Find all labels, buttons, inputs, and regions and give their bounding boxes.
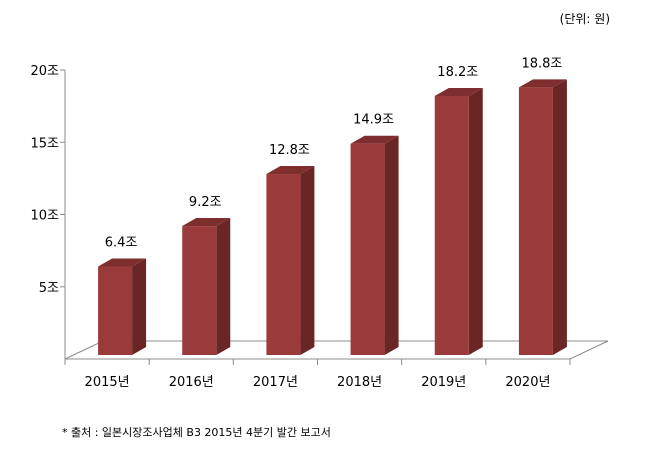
y-tick-label: 5조	[39, 281, 59, 296]
data-label: 14.9조	[353, 113, 394, 128]
x-tick-label: 2020년	[505, 375, 550, 390]
y-tick-label: 15조	[30, 136, 59, 151]
bar-top	[182, 218, 231, 227]
bar	[98, 266, 133, 355]
unit-label: (단위: 원)	[559, 12, 610, 26]
bar-side	[300, 166, 315, 355]
bar	[182, 226, 217, 355]
data-label: 6.4조	[105, 236, 138, 251]
bar-side	[468, 88, 483, 355]
x-tick-label: 2015년	[85, 375, 130, 390]
y-tick-label: 10조	[30, 209, 59, 224]
bar-side	[216, 218, 231, 355]
bar	[518, 87, 553, 355]
bar-top	[518, 79, 567, 88]
data-label: 12.8조	[269, 143, 310, 158]
bar-side	[132, 258, 147, 355]
bar	[350, 143, 385, 355]
bar-side	[552, 79, 567, 355]
bar-side	[384, 135, 399, 355]
bar-top	[98, 258, 147, 267]
bar	[266, 174, 301, 355]
x-tick-label: 2017년	[253, 375, 298, 390]
data-label: 18.8조	[521, 56, 562, 71]
x-tick-label: 2019년	[421, 375, 466, 390]
bar-top	[266, 166, 315, 175]
data-label: 9.2조	[189, 195, 222, 210]
bar	[434, 96, 469, 355]
bar-top	[350, 135, 399, 144]
y-tick-label: 20조	[30, 64, 59, 79]
bar-top	[434, 88, 483, 97]
data-label: 18.2조	[437, 65, 478, 80]
source-note: * 출처 : 일본시장조사업체 B3 2015년 4분기 발간 보고서	[62, 426, 331, 439]
x-tick-label: 2016년	[169, 375, 214, 390]
x-tick-label: 2018년	[337, 375, 382, 390]
